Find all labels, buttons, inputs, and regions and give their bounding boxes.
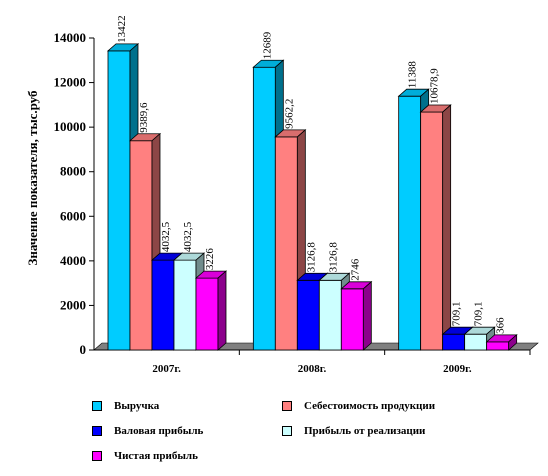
bar-chart: 0 2000 4000 6000 8000 10000 12000 14000 2007г. 20… bbox=[25, 15, 539, 375]
bar bbox=[107, 50, 131, 351]
y-tick-label: 12000 bbox=[54, 75, 87, 90]
y-tick-label: 8000 bbox=[60, 164, 86, 179]
data-label: 9389,6 bbox=[138, 102, 150, 133]
legend-item: Себестоимость продукции bbox=[282, 400, 435, 412]
legend-swatch bbox=[92, 401, 102, 411]
y-tick-label: 2000 bbox=[60, 297, 86, 312]
bar bbox=[129, 140, 153, 351]
bar bbox=[420, 111, 444, 351]
data-label: 4032,5 bbox=[182, 221, 194, 252]
legend-label: Себестоимость продукции bbox=[304, 400, 436, 412]
data-label: 11388 bbox=[407, 61, 419, 89]
bar-side bbox=[217, 270, 227, 351]
legend-item: Прибыль от реализации bbox=[282, 425, 425, 437]
bar bbox=[442, 333, 466, 351]
data-label: 9562,2 bbox=[283, 99, 295, 129]
bar-side bbox=[442, 104, 452, 351]
bar bbox=[195, 277, 219, 351]
data-label: 709,1 bbox=[451, 301, 463, 326]
legend-swatch bbox=[282, 401, 292, 411]
legend-label: Прибыль от реализации bbox=[304, 425, 426, 437]
data-label: 366 bbox=[495, 317, 507, 334]
legend-item: Валовая прибыль bbox=[92, 425, 203, 437]
x-category-label: 2007г. bbox=[152, 363, 181, 375]
data-label: 12689 bbox=[261, 31, 273, 59]
legend-item: Выручка bbox=[92, 400, 159, 412]
bar bbox=[274, 136, 298, 351]
data-label: 2746 bbox=[349, 258, 361, 281]
legend-label: Выручка bbox=[114, 400, 160, 412]
data-label: 709,1 bbox=[473, 301, 485, 326]
bar bbox=[486, 341, 510, 351]
bar-side bbox=[362, 280, 372, 351]
y-tick-label: 0 bbox=[80, 342, 87, 357]
bar bbox=[173, 259, 197, 351]
bar bbox=[296, 279, 320, 351]
data-label: 10678,9 bbox=[429, 68, 441, 104]
legend-swatch bbox=[92, 426, 102, 436]
legend-item: Чистая прибыль bbox=[92, 450, 198, 462]
y-tick-label: 4000 bbox=[60, 253, 86, 268]
bar bbox=[464, 333, 488, 351]
y-tick-label: 10000 bbox=[54, 119, 87, 134]
bar bbox=[398, 95, 422, 351]
y-tick-label: 6000 bbox=[60, 208, 86, 223]
legend-swatch bbox=[92, 451, 102, 461]
bar bbox=[340, 288, 364, 351]
data-label: 4032,5 bbox=[160, 221, 172, 252]
bar-side bbox=[508, 333, 518, 351]
data-label: 13422 bbox=[116, 15, 128, 43]
data-label: 3226 bbox=[204, 248, 216, 271]
data-label: 3126,8 bbox=[305, 242, 317, 273]
x-category-label: 2009г. bbox=[443, 363, 472, 375]
bar bbox=[318, 279, 342, 351]
legend: Выручка Себестоимость продукции Валовая пр… bbox=[92, 400, 492, 470]
data-label: 3126,8 bbox=[327, 242, 339, 273]
legend-swatch bbox=[282, 426, 292, 436]
bar bbox=[151, 259, 175, 351]
y-tick-label: 14000 bbox=[54, 30, 87, 45]
x-category-label: 2008г. bbox=[298, 363, 327, 375]
legend-label: Валовая прибыль bbox=[114, 425, 204, 437]
legend-label: Чистая прибыль bbox=[114, 450, 198, 462]
bar bbox=[252, 66, 276, 351]
y-axis-title: Значение показателя, тыс.руб bbox=[25, 90, 40, 266]
